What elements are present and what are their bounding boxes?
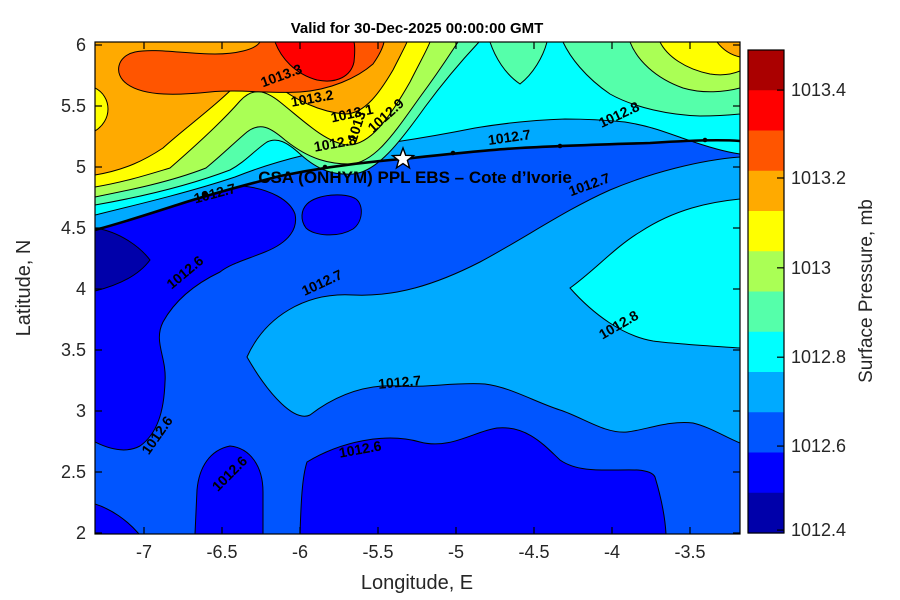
colorbar-tick-label: 1013.2 [791, 168, 846, 188]
x-axis-label: Longitude, E [361, 572, 473, 594]
contour-label: 1013.2 [290, 86, 335, 109]
colorbar-band [748, 251, 784, 293]
colorbar-band [748, 90, 784, 132]
y-axis-label: Latitude, N [13, 240, 35, 337]
y-tick-label: 5 [76, 157, 86, 177]
site-annotation-text: CSA (ONHYM) PPL EBS – Cote d’Ivorie [258, 168, 572, 187]
colorbar-border [747, 49, 785, 534]
site-star-marker [390, 145, 416, 170]
colorbar-tick-label: 1013 [791, 258, 831, 278]
x-tick-label: -7 [136, 542, 152, 562]
contour-region-yellow-notch [95, 87, 109, 132]
x-tick-label: -5 [448, 542, 464, 562]
map-area: 1013.31013.21013.110131012.91012.81012.8… [94, 41, 741, 535]
colorbar-tick-label: 1012.6 [791, 436, 846, 456]
contour-region-orange-ne [716, 42, 740, 58]
y-tick-label: 4.5 [61, 218, 86, 238]
contour-region-cyan-wedge [569, 198, 740, 349]
colorbar-band [748, 291, 784, 333]
colorbar-band [748, 372, 784, 413]
colorbar-band [748, 130, 784, 172]
y-tick-label: 2.5 [61, 462, 86, 482]
contour-region-navy-minimum [95, 227, 151, 292]
colorbar-bands [748, 50, 784, 534]
x-tick-labels: -7 -6.5 -6 -5.5 -5 -4.5 -4 -3.5 [136, 542, 706, 562]
colorbar-band [748, 50, 784, 91]
x-tick-label: -4.5 [518, 542, 549, 562]
x-tick-label: -3.5 [674, 542, 705, 562]
colorbar-band [748, 412, 784, 454]
contour-label: 1012.7 [487, 126, 532, 148]
contour-region-south-band [194, 445, 264, 534]
contour-region-center-blob [301, 194, 362, 236]
contour-label: 1012.6 [338, 437, 383, 460]
x-tick-label: -5.5 [362, 542, 393, 562]
y-tick-label: 3 [76, 401, 86, 421]
colorbar: 1013.4 1013.2 1013 1012.8 1012.6 1012.4 Surfa… [747, 49, 877, 540]
y-tick-label: 6 [76, 35, 86, 55]
colorbar-ticks: 1013.4 1013.2 1013 1012.8 1012.6 1012.4 [777, 80, 846, 540]
y-tick-label: 3.5 [61, 340, 86, 360]
x-tick-label: -6 [292, 542, 308, 562]
contour-label: 1012.8 [313, 131, 358, 154]
colorbar-band [748, 331, 784, 373]
contour-label: 1012.7 [378, 372, 422, 392]
contour-region-red-core [274, 42, 356, 82]
contour-region-yellow-east [659, 42, 740, 76]
y-tick-label: 2 [76, 523, 86, 543]
contour-region-springgreen-notch [489, 42, 548, 85]
x-tick-label: -4 [604, 542, 620, 562]
plot-title: Valid for 30-Dec-2025 00:00:00 GMT [291, 20, 544, 37]
colorbar-band [748, 492, 784, 534]
colorbar-band [748, 170, 784, 212]
colorbar-band [748, 211, 784, 252]
y-tick-label: 5.5 [61, 96, 86, 116]
y-tick-labels: 6 5.5 5 4.5 4 3.5 3 2.5 2 [61, 35, 86, 543]
y-tick-label: 4 [76, 279, 86, 299]
axis-ticks [95, 42, 740, 534]
coastline-point-markers [202, 137, 708, 197]
contour-region-south-pool [299, 427, 667, 534]
contour-region-sw-corner [95, 503, 140, 534]
axes-border [94, 41, 741, 535]
colorbar-axis-label: Surface Pressure, mb [856, 199, 877, 383]
contour-region-lens-1012_7 [246, 156, 740, 444]
x-tick-label: -6.5 [206, 542, 237, 562]
colorbar-tick-label: 1012.8 [791, 347, 846, 367]
colorbar-band [748, 452, 784, 494]
colorbar-tick-label: 1012.4 [791, 520, 846, 540]
colorbar-tick-label: 1013.4 [791, 80, 846, 100]
